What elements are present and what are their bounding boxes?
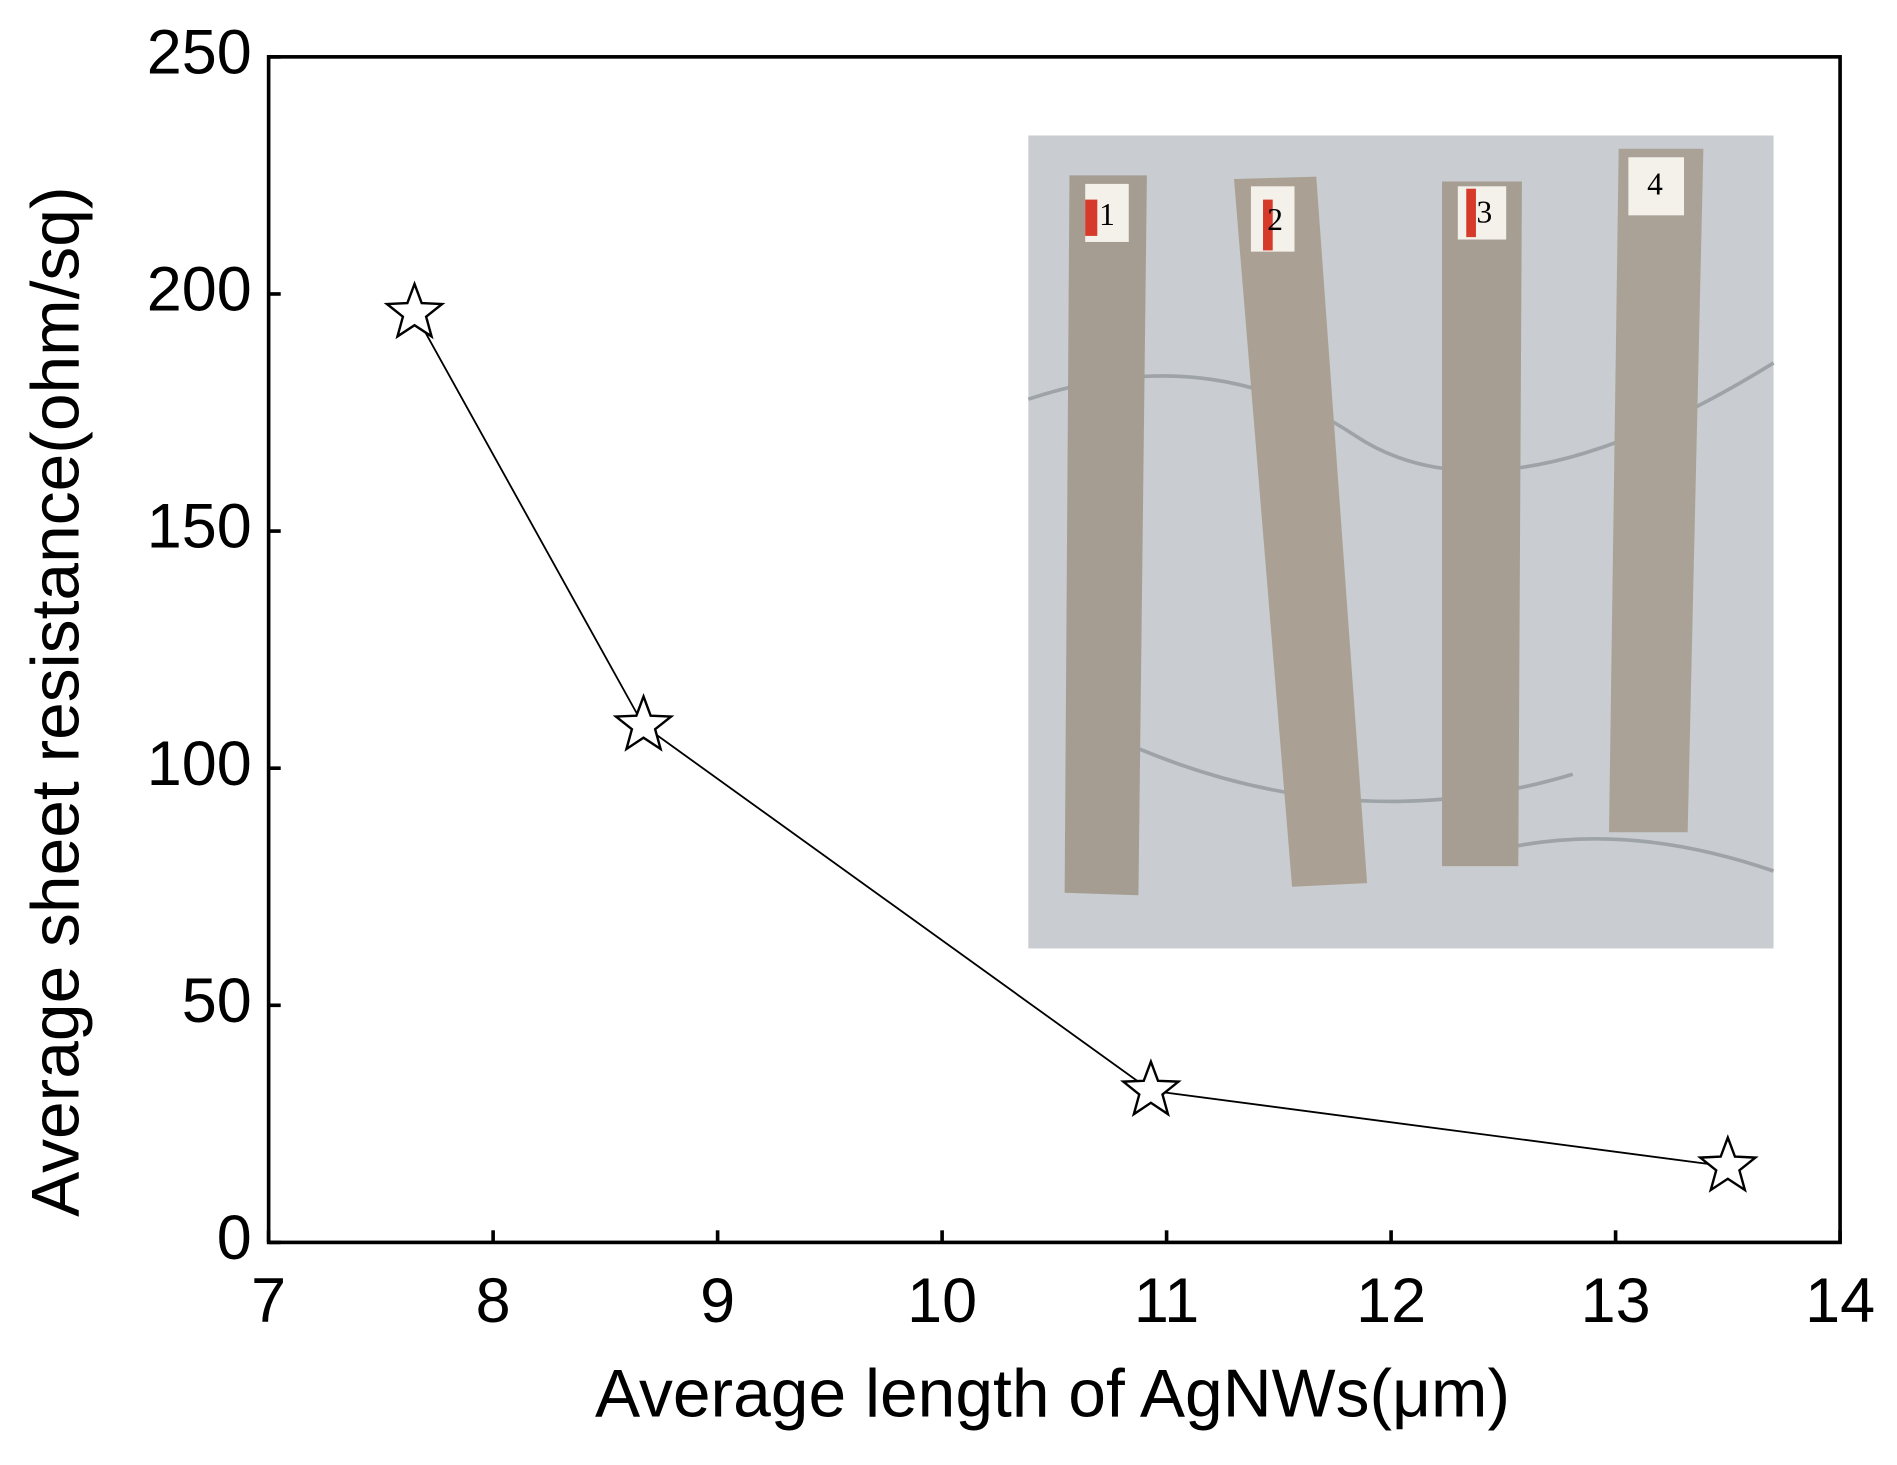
data-line <box>413 312 1728 1168</box>
x-tick-label: 10 <box>907 1266 977 1336</box>
inset-label: 2 <box>1267 202 1283 237</box>
y-tick-label: 0 <box>217 1203 252 1273</box>
inset-strip <box>1233 176 1368 887</box>
data-point <box>1120 1058 1182 1117</box>
plot-frame <box>266 55 1842 1245</box>
data-point <box>383 280 446 340</box>
y-axis-label: Average sheet resistance(ohm/sq) <box>18 186 93 1216</box>
inset-label: 1 <box>1099 197 1115 232</box>
inset-strip <box>1064 175 1147 896</box>
x-tick-label: 8 <box>476 1266 511 1336</box>
data-point <box>1696 1134 1759 1193</box>
x-tick-label: 13 <box>1581 1266 1651 1336</box>
x-tick-label: 12 <box>1356 1266 1426 1336</box>
x-tick-label: 11 <box>1134 1266 1199 1336</box>
inset-mark <box>1263 199 1273 251</box>
y-tick-label: 200 <box>147 255 252 325</box>
y-tick-label: 150 <box>147 492 252 562</box>
inset-label: 4 <box>1647 167 1663 202</box>
inset-tag <box>1457 186 1507 240</box>
x-tick-label: 7 <box>251 1266 286 1336</box>
y-tick-label: 100 <box>147 729 252 799</box>
x-tick-label: 9 <box>700 1266 735 1336</box>
inset-strip <box>1609 148 1704 833</box>
inset-mark <box>1466 188 1476 238</box>
x-axis-label: Average length of AgNWs(μm) <box>595 1356 1510 1431</box>
y-tick-label: 50 <box>182 966 252 1036</box>
inset-mark <box>1085 199 1098 236</box>
y-tick-label: 250 <box>147 17 252 87</box>
x-tick-label: 14 <box>1805 1266 1875 1336</box>
inset-tag <box>1628 157 1685 216</box>
inset-label: 3 <box>1477 195 1493 230</box>
inset-strip <box>1442 181 1522 867</box>
data-point <box>612 692 675 752</box>
inset-photo: 1 2 3 4 <box>1027 135 1775 949</box>
